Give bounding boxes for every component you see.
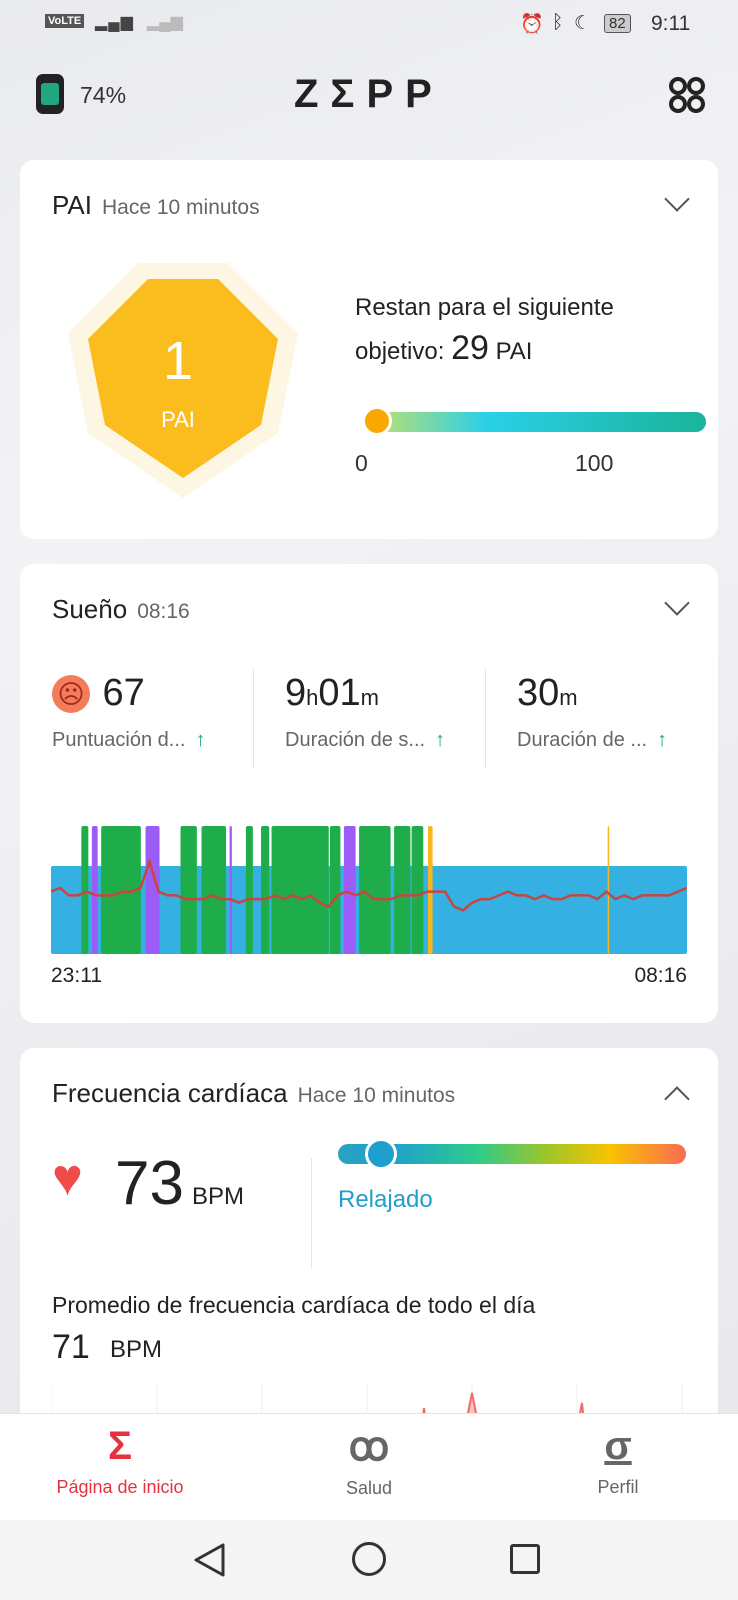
sleep-hours: 9 — [285, 672, 307, 714]
arrow-up-icon: ↑ — [435, 729, 446, 751]
watch-icon[interactable] — [36, 74, 64, 114]
avg-heart-value: 71 — [52, 1328, 90, 1366]
deep-sleep-segment — [411, 826, 424, 954]
sleep-chart[interactable] — [51, 814, 687, 954]
heart-icon: ♥ — [52, 1149, 83, 1207]
sleep-score-label: Puntuación d... — [52, 729, 186, 751]
heart-zone-label: Relajado — [338, 1186, 433, 1213]
pai-scale-min: 0 — [355, 450, 368, 476]
heart-rate-unit: BPM — [192, 1183, 245, 1210]
deep-sleep-label: Duración de ... — [517, 729, 648, 751]
moon-icon: ☾ — [574, 13, 592, 34]
alarm-icon: ⏰ — [520, 14, 544, 35]
deep-sleep-value: 30 — [517, 672, 560, 714]
avg-heart-label: Promedio de frecuencia cardíaca de todo … — [52, 1292, 536, 1318]
sleep-score-value: 67 — [102, 672, 145, 714]
rem-sleep-segment — [343, 826, 356, 954]
signal-icon: ▂▄▆ — [147, 14, 183, 31]
back-icon[interactable] — [193, 1542, 227, 1578]
zepp-logo: ZΣPP — [294, 72, 444, 116]
pai-title: PAI — [52, 190, 92, 220]
awake-segment — [607, 826, 610, 954]
sleep-score[interactable]: ☹ 67 Puntuación d... ↑ — [52, 672, 272, 752]
sleep-heart-rate-line — [51, 857, 687, 912]
sleep-duration-label: Duración de s... — [285, 729, 426, 751]
pai-value: 1 — [162, 331, 194, 391]
pai-goal-text2: objetivo: — [355, 338, 452, 365]
status-bar: VoLTE ▂▄▆ ▂▄▆ ⏰ ᛒ ☾ 82 9:11 — [0, 12, 738, 42]
clock: 9:11 — [651, 12, 691, 35]
minutes-unit: m — [559, 685, 578, 710]
sleep-duration[interactable]: 9h01m Duración de s... ↑ — [285, 672, 505, 752]
rem-sleep-segment — [145, 826, 160, 954]
recents-icon[interactable] — [510, 1544, 540, 1574]
volte-icon: VoLTE — [45, 14, 85, 28]
deep-sleep-segment — [359, 826, 391, 954]
bottom-nav: Σ Página de inicio ꝏ Salud σ Perfil — [0, 1413, 738, 1520]
signal-icon: ▂▄▆ — [95, 14, 134, 31]
deep-sleep-segment — [271, 826, 329, 954]
deep-sleep-segment — [201, 826, 227, 954]
profile-icon: σ — [604, 1424, 632, 1468]
nav-home[interactable]: Σ Página de inicio — [0, 1414, 240, 1498]
arrow-up-icon: ↑ — [195, 729, 206, 751]
grid-icon[interactable] — [668, 76, 706, 114]
nav-profile-label: Perfil — [597, 1477, 639, 1497]
system-nav-bar — [0, 1520, 738, 1600]
device-battery: 74% — [80, 82, 127, 108]
avg-heart-unit: BPM — [110, 1336, 163, 1363]
heart-subtitle: Hace 10 minutos — [297, 1084, 456, 1107]
deep-sleep-segment — [394, 826, 411, 954]
pai-remaining: 29 — [451, 329, 489, 367]
nav-health-label: Salud — [345, 1478, 393, 1498]
battery-indicator: 82 — [604, 14, 631, 33]
pai-progress-knob — [362, 406, 392, 436]
pai-badge — [68, 263, 298, 498]
deep-sleep-segment — [245, 826, 253, 954]
deep-sleep-segment — [261, 826, 270, 954]
rem-sleep-segment — [91, 826, 98, 954]
chevron-up-icon[interactable] — [664, 1086, 690, 1112]
awake-segment — [427, 826, 433, 954]
deep-sleep-segment — [329, 826, 341, 954]
sleep-card[interactable]: Sueño 08:16 ☹ 67 Puntuación d... ↑ 9h01m D… — [20, 564, 718, 1023]
nav-profile[interactable]: σ Perfil — [498, 1414, 738, 1498]
nav-home-label: Página de inicio — [56, 1477, 184, 1497]
chevron-down-icon[interactable] — [664, 590, 690, 616]
bluetooth-icon: ᛒ — [552, 12, 564, 33]
pai-scale-max: 100 — [575, 450, 614, 476]
pai-unit: PAI — [161, 407, 195, 432]
minutes-unit: m — [360, 685, 379, 710]
deep-sleep-segment — [180, 826, 197, 954]
rem-sleep-segment — [229, 826, 232, 954]
arrow-up-icon: ↑ — [657, 729, 668, 751]
pai-goal-text: Restan para el siguiente — [355, 294, 614, 321]
heart-title: Frecuencia cardíaca — [52, 1078, 288, 1108]
sleep-title: Sueño — [52, 594, 128, 624]
pai-remaining-unit: PAI — [495, 338, 533, 365]
sleep-start-time: 23:11 — [51, 964, 102, 987]
home-icon[interactable] — [352, 1542, 386, 1576]
pai-subtitle: Hace 10 minutos — [101, 196, 260, 219]
sad-face-icon: ☹ — [52, 674, 90, 713]
sleep-end-time: 08:16 — [634, 964, 687, 987]
heart-rate-card[interactable]: Frecuencia cardíaca Hace 10 minutos ♥ 73 … — [20, 1048, 718, 1468]
heart-rate-value: 73 — [115, 1149, 184, 1218]
chevron-down-icon[interactable] — [664, 186, 690, 212]
nav-health[interactable]: ꝏ Salud — [249, 1414, 489, 1499]
sleep-minutes: 01 — [318, 672, 361, 714]
deep-sleep-segment — [81, 826, 89, 954]
pai-progress-bar — [368, 412, 706, 432]
hours-unit: h — [306, 685, 319, 710]
heart-zone-bar — [338, 1144, 686, 1164]
sigma-icon: Σ — [107, 1424, 132, 1468]
deep-sleep-duration[interactable]: 30m Duración de ... ↑ — [517, 672, 718, 752]
sleep-subtitle: 08:16 — [137, 600, 190, 623]
deep-sleep-segment — [101, 826, 141, 954]
health-icon: ꝏ — [348, 1425, 390, 1469]
heart-zone-knob — [365, 1138, 397, 1170]
pai-card[interactable]: PAI Hace 10 minutos 1 PAI Restan para el … — [20, 160, 718, 539]
